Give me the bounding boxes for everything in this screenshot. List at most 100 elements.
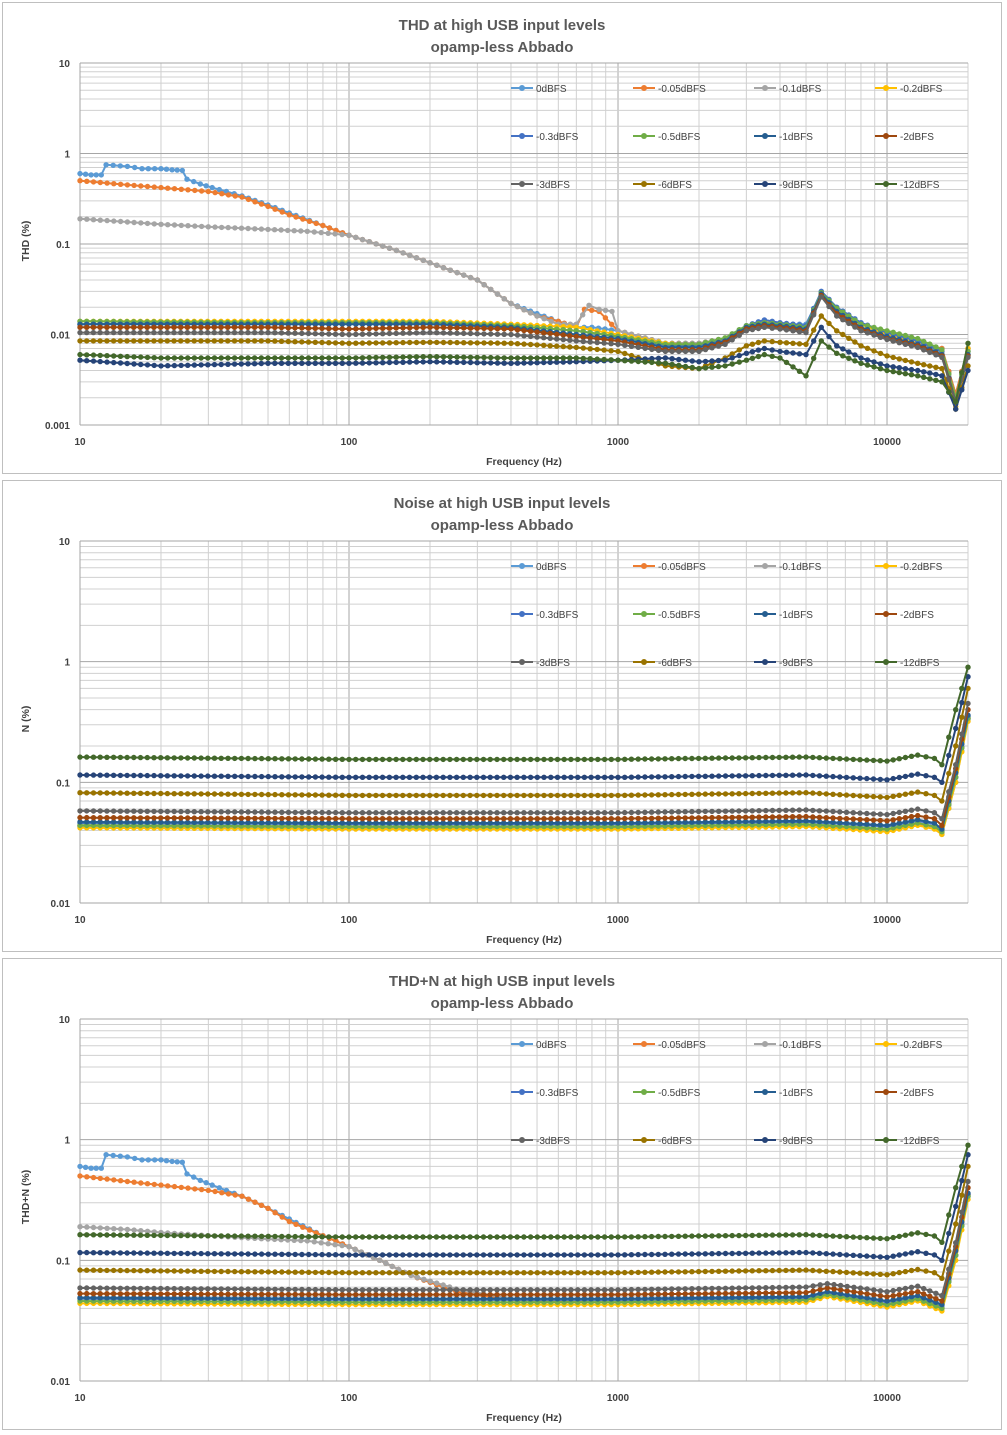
- data-point: [117, 353, 124, 359]
- data-point: [110, 808, 117, 814]
- data-point: [157, 329, 164, 336]
- data-point: [77, 1163, 83, 1170]
- data-point: [783, 790, 789, 796]
- data-point: [245, 361, 251, 367]
- data-point: [890, 329, 896, 335]
- data-point: [682, 1286, 688, 1292]
- data-point: [77, 170, 83, 177]
- data-point: [777, 355, 783, 361]
- data-point: [238, 361, 244, 367]
- data-point: [870, 776, 877, 782]
- data-point: [420, 792, 426, 799]
- data-point: [803, 351, 809, 358]
- data-point: [890, 775, 896, 782]
- data-point: [608, 357, 614, 363]
- data-point: [132, 1155, 138, 1162]
- data-point: [278, 330, 285, 336]
- data-point: [884, 822, 890, 829]
- data-point: [871, 359, 877, 365]
- data-point: [258, 360, 264, 367]
- data-point: [908, 1284, 915, 1290]
- data-point: [933, 364, 939, 370]
- data-point: [931, 792, 938, 799]
- data-point: [191, 338, 197, 344]
- data-point: [850, 820, 856, 827]
- data-point: [144, 338, 150, 344]
- data-point: [581, 756, 588, 763]
- data-point: [278, 360, 285, 366]
- data-point: [494, 792, 500, 799]
- data-point: [487, 816, 493, 822]
- data-point: [675, 1295, 682, 1301]
- data-point: [433, 1287, 440, 1293]
- data-point: [285, 1269, 292, 1275]
- data-point: [265, 1205, 271, 1211]
- data-point: [662, 756, 668, 762]
- data-point: [561, 792, 567, 799]
- data-point: [251, 338, 258, 344]
- data-point: [265, 1286, 271, 1292]
- data-point: [480, 820, 487, 826]
- data-point: [137, 790, 144, 796]
- data-point: [205, 1295, 211, 1301]
- data-point: [864, 362, 871, 368]
- data-point: [965, 1163, 971, 1170]
- data-point: [393, 1291, 399, 1298]
- data-point: [837, 809, 843, 815]
- data-point: [776, 1267, 782, 1274]
- data-point: [810, 1288, 816, 1294]
- data-point: [353, 820, 359, 826]
- data-point: [440, 354, 447, 360]
- data-point: [245, 1196, 252, 1202]
- data-point: [110, 1152, 116, 1159]
- data-point: [171, 1183, 178, 1190]
- data-point: [272, 338, 278, 344]
- data-point: [548, 1291, 554, 1298]
- data-point: [803, 329, 809, 336]
- data-point: [715, 357, 722, 364]
- data-point: [709, 791, 715, 797]
- legend-item: -3dBFS: [511, 658, 570, 669]
- data-point: [494, 340, 501, 346]
- data-point: [560, 332, 566, 338]
- legend-item: -12dBFS: [875, 658, 940, 669]
- data-point: [400, 1291, 406, 1298]
- data-point: [111, 181, 117, 187]
- data-point: [676, 356, 682, 363]
- x-axis-label: Frequency (Hz): [486, 456, 562, 468]
- data-point: [776, 1284, 782, 1291]
- data-point: [353, 340, 359, 346]
- data-point: [789, 772, 796, 778]
- data-point: [461, 340, 467, 346]
- data-point: [561, 810, 567, 816]
- data-point: [406, 810, 413, 816]
- data-point: [501, 1270, 507, 1276]
- data-point: [319, 792, 325, 798]
- data-point: [843, 816, 850, 822]
- data-point: [292, 325, 298, 331]
- data-point: [232, 1192, 238, 1198]
- data-point: [292, 815, 298, 822]
- data-point: [587, 356, 593, 362]
- data-point: [682, 1295, 688, 1301]
- data-point: [783, 327, 790, 333]
- data-point: [218, 815, 224, 821]
- data-point: [803, 1289, 809, 1296]
- x-tick-label: 100: [341, 437, 358, 448]
- data-point: [265, 820, 271, 826]
- legend-item: -3dBFS: [511, 180, 570, 191]
- data-point: [601, 1287, 608, 1293]
- data-point: [682, 348, 689, 355]
- data-point: [541, 330, 547, 336]
- data-point: [689, 1295, 695, 1301]
- data-point: [231, 329, 238, 336]
- data-point: [554, 756, 561, 763]
- data-point: [178, 329, 184, 336]
- data-point: [857, 757, 863, 763]
- data-point: [507, 1270, 514, 1276]
- data-point: [864, 345, 871, 351]
- data-point: [837, 1269, 843, 1275]
- data-point: [488, 354, 494, 361]
- data-point: [851, 1293, 857, 1299]
- data-point: [669, 809, 675, 815]
